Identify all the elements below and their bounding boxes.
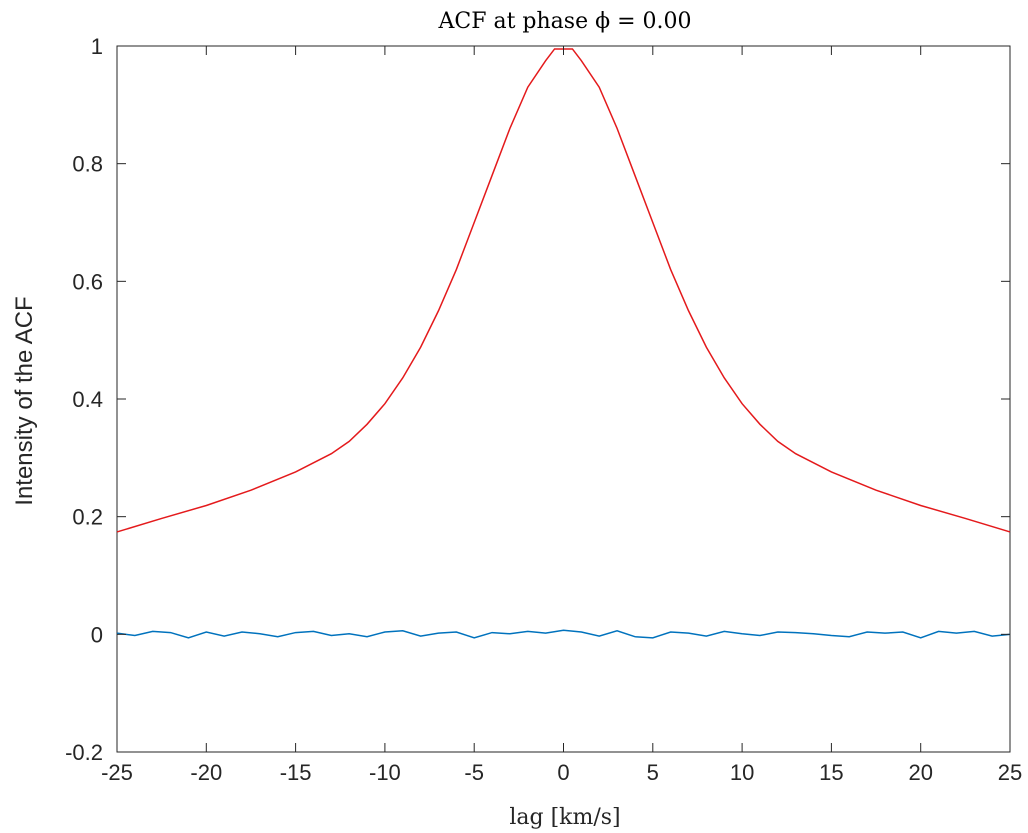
x-tick-label: 0 bbox=[557, 760, 569, 785]
x-tick-label: -25 bbox=[101, 760, 133, 785]
y-tick-label: 0.8 bbox=[72, 152, 103, 177]
x-tick-label: -20 bbox=[190, 760, 222, 785]
axes-frame bbox=[116, 45, 1011, 753]
series-line-1 bbox=[116, 629, 1011, 639]
x-tick-label: -10 bbox=[369, 760, 401, 785]
plot-area bbox=[116, 45, 1011, 753]
x-tick-label: 15 bbox=[819, 760, 843, 785]
chart-title: ACF at phase ϕ = 0.00 bbox=[438, 9, 692, 34]
y-tick-label: 0.2 bbox=[72, 505, 103, 530]
y-tick-label: 0.6 bbox=[72, 269, 103, 294]
x-tick-label: -5 bbox=[464, 760, 484, 785]
y-tick-label: 0 bbox=[91, 622, 103, 647]
x-axis-label: lag [km/s] bbox=[509, 805, 620, 830]
ticks-layer: -25 -20 -15 -10 -5 0 5 10 15 20 25 -0.2 0 0.2 0.4 0.6 0.… bbox=[65, 34, 1022, 785]
x-tick-label: -15 bbox=[280, 760, 312, 785]
y-tick-label: -0.2 bbox=[65, 740, 103, 765]
x-tick-label: 20 bbox=[908, 760, 932, 785]
x-tick-label: 5 bbox=[647, 760, 659, 785]
y-tick-label: 1 bbox=[91, 34, 103, 59]
x-tick-label: 25 bbox=[998, 760, 1022, 785]
x-tick-label: 10 bbox=[730, 760, 754, 785]
y-axis-label: Intensity of the ACF bbox=[11, 296, 38, 505]
y-tick-label: 0.4 bbox=[72, 387, 103, 412]
